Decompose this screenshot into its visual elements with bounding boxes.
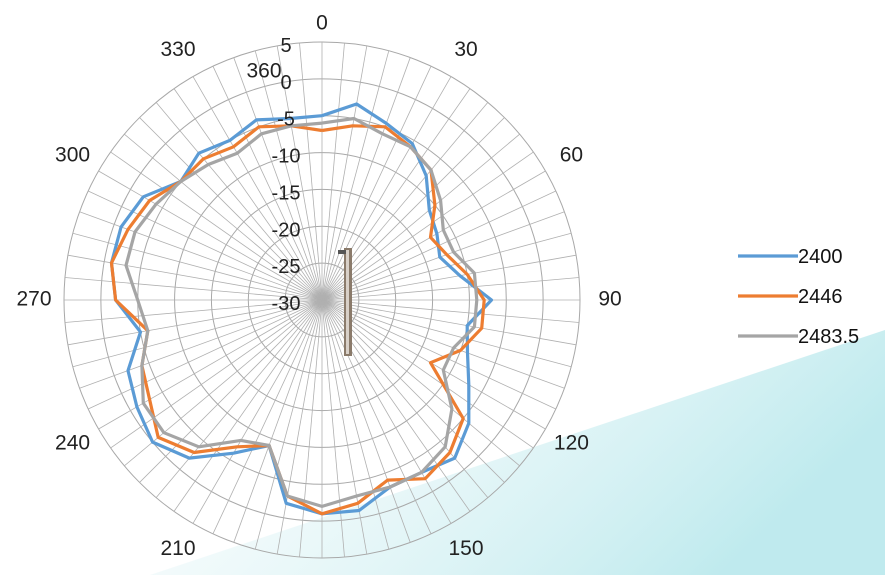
angle-tick-label: 240 <box>55 432 90 455</box>
grid-spoke <box>67 299 323 346</box>
radial-tick-label: -25 <box>272 256 301 278</box>
angle-tick-label: 210 <box>160 537 195 560</box>
grid-spoke <box>321 151 534 301</box>
grid-spoke <box>321 299 534 449</box>
radial-tick-label: 5 <box>280 35 291 57</box>
grid-spoke <box>321 45 368 301</box>
grid-spoke <box>321 299 520 467</box>
legend-label: 2400 <box>798 246 843 268</box>
grid-spoke <box>321 299 505 483</box>
grid-spoke <box>192 299 323 524</box>
grid-spoke <box>64 277 323 301</box>
grid-spoke <box>321 50 390 301</box>
grid-spoke <box>72 232 323 301</box>
grid-spoke <box>321 254 577 301</box>
series-line-2483.5 <box>124 116 479 508</box>
grid-spoke <box>321 170 546 301</box>
radial-tick-label: -30 <box>272 293 301 315</box>
grid-spoke <box>321 299 572 368</box>
angle-tick-label: 120 <box>554 432 589 455</box>
grid-spoke <box>88 299 323 410</box>
grid-spoke <box>212 66 323 301</box>
grid-spoke <box>321 211 565 301</box>
grid-spoke <box>98 170 323 301</box>
grid-spoke <box>321 57 411 301</box>
legend-label: 2446 <box>798 286 843 308</box>
grid-spoke <box>299 42 323 301</box>
grid-spoke <box>192 76 323 301</box>
grid-spoke <box>321 299 411 543</box>
grid-spoke <box>173 299 323 512</box>
radial-tick-label: 0 <box>280 72 291 94</box>
angle-tick-label: 60 <box>560 144 583 167</box>
grid-spoke <box>155 102 323 301</box>
grid-spoke <box>321 299 546 430</box>
grid-spoke <box>173 88 323 301</box>
grid-spoke <box>321 299 452 524</box>
grid-spoke <box>321 133 520 301</box>
grid-spoke <box>321 299 556 410</box>
grid-spoke <box>124 133 323 301</box>
angle-tick-label: 0 <box>316 12 328 35</box>
grid-spoke <box>233 57 323 301</box>
center-marker-highlight <box>346 250 349 354</box>
grid-spoke <box>254 50 323 301</box>
grid-spoke <box>299 299 323 558</box>
angle-tick-label: 30 <box>454 38 477 61</box>
grid-spoke <box>321 232 572 301</box>
grid-spoke <box>321 66 432 301</box>
radial-tick-label: -20 <box>272 219 301 241</box>
grid-spoke <box>64 299 323 323</box>
grid-spoke <box>212 299 323 534</box>
grid-spoke <box>321 299 432 534</box>
center-marker <box>338 248 352 356</box>
grid-spoke <box>155 299 323 498</box>
grid-spoke <box>233 299 323 543</box>
grid-spoke <box>276 299 323 555</box>
radial-tick-label: -15 <box>272 182 301 204</box>
angle-tick-label: 90 <box>598 288 621 311</box>
grid-spoke <box>321 299 580 323</box>
grid-spoke <box>88 190 323 301</box>
legend: 2400 2446 2483.5 <box>738 246 859 348</box>
grid-spoke <box>72 299 323 368</box>
grid-spoke <box>254 299 323 550</box>
angle-tick-label: 360 <box>246 60 281 83</box>
grid-spoke <box>79 299 323 389</box>
grid-spoke <box>321 299 577 346</box>
grid-spoke <box>321 117 505 301</box>
grid-spoke <box>321 299 565 389</box>
radial-tick-labels: 5 0 -5 -10 -15 -20 -25 -30 <box>272 35 301 315</box>
grid-spoke <box>321 76 452 301</box>
angle-tick-label: 150 <box>448 537 483 560</box>
grid-spoke <box>276 45 323 301</box>
grid-spoke <box>139 117 323 301</box>
grid-spoke <box>321 42 345 301</box>
polar-grid <box>63 41 581 559</box>
series-line-2446 <box>109 124 486 516</box>
angle-tick-label: 270 <box>16 288 51 311</box>
angle-tick-label: 330 <box>160 38 195 61</box>
angle-tick-labels: 0306090120150180210240270300330360 <box>16 12 621 560</box>
grid-spoke <box>321 299 345 558</box>
grid-spoke <box>110 151 323 301</box>
series-layer <box>109 102 494 516</box>
radial-tick-label: -10 <box>272 146 301 168</box>
center-marker-cap <box>338 250 346 254</box>
angle-tick-label: 300 <box>55 144 90 167</box>
grid-spoke <box>321 299 390 550</box>
grid-spoke <box>139 299 323 483</box>
grid-spoke <box>321 277 580 301</box>
legend-label: 2483.5 <box>798 326 859 348</box>
radial-tick-label: -5 <box>277 109 295 131</box>
